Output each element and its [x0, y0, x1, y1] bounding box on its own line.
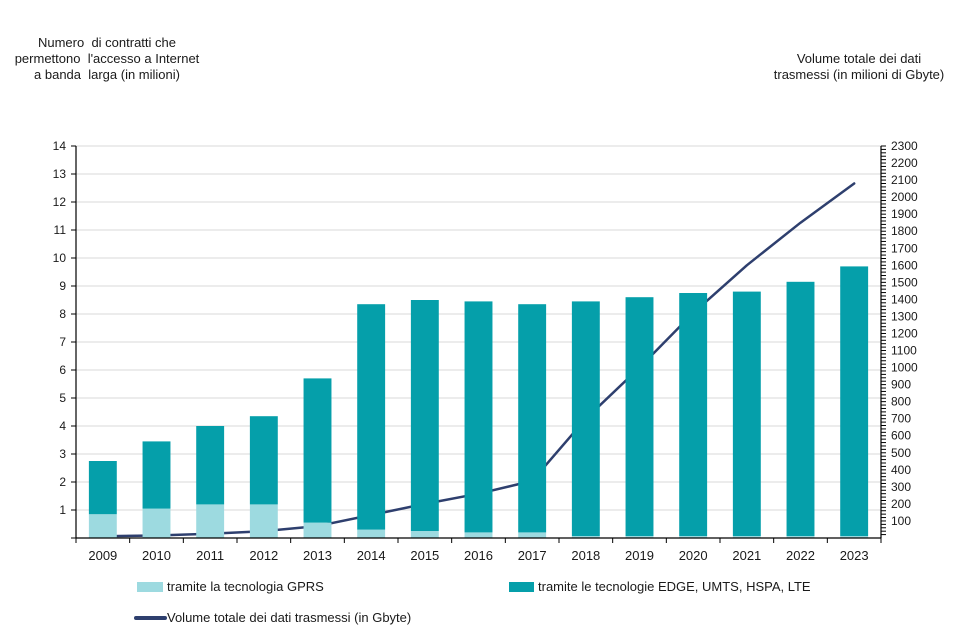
svg-text:6: 6	[59, 363, 66, 377]
svg-text:14: 14	[53, 139, 67, 153]
svg-text:3: 3	[59, 447, 66, 461]
svg-text:1100: 1100	[891, 344, 917, 358]
svg-text:2020: 2020	[679, 548, 708, 563]
svg-text:1600: 1600	[891, 258, 918, 272]
svg-text:2100: 2100	[891, 173, 918, 187]
svg-text:2021: 2021	[732, 548, 761, 563]
svg-text:2023: 2023	[840, 548, 869, 563]
svg-text:trasmessi (in milioni di Gbyte: trasmessi (in milioni di Gbyte)	[774, 67, 945, 82]
svg-text:2011: 2011	[196, 548, 224, 563]
svg-text:2014: 2014	[357, 548, 386, 563]
svg-text:1300: 1300	[891, 309, 918, 323]
svg-text:800: 800	[891, 395, 911, 409]
svg-text:2300: 2300	[891, 139, 918, 153]
svg-text:200: 200	[891, 497, 911, 511]
svg-text:900: 900	[891, 378, 911, 392]
svg-text:5: 5	[59, 391, 66, 405]
svg-text:1900: 1900	[891, 207, 918, 221]
svg-text:1200: 1200	[891, 326, 918, 340]
svg-text:tramite le tecnologie EDGE, UM: tramite le tecnologie EDGE, UMTS, HSPA, …	[538, 579, 811, 594]
svg-text:1700: 1700	[891, 241, 918, 255]
svg-text:a banda larga (in milioni): a banda larga (in milioni)	[34, 67, 180, 82]
svg-text:1: 1	[59, 503, 66, 517]
svg-text:1000: 1000	[891, 361, 918, 375]
svg-text:2009: 2009	[88, 548, 117, 563]
svg-text:2017: 2017	[518, 548, 547, 563]
svg-text:2013: 2013	[303, 548, 332, 563]
svg-text:700: 700	[891, 412, 911, 426]
svg-text:2016: 2016	[464, 548, 493, 563]
svg-text:13: 13	[53, 167, 67, 181]
svg-text:2022: 2022	[786, 548, 815, 563]
svg-text:2010: 2010	[142, 548, 171, 563]
svg-text:2018: 2018	[571, 548, 600, 563]
svg-text:7: 7	[59, 335, 66, 349]
svg-text:Volume totale dei dati trasmes: Volume totale dei dati trasmessi (in Gby…	[167, 610, 411, 625]
svg-text:2: 2	[59, 475, 66, 489]
svg-text:9: 9	[59, 279, 66, 293]
svg-text:1500: 1500	[891, 275, 918, 289]
svg-text:12: 12	[53, 195, 67, 209]
svg-text:tramite la tecnologia GPRS: tramite la tecnologia GPRS	[167, 579, 324, 594]
svg-text:11: 11	[54, 223, 67, 237]
svg-text:500: 500	[891, 446, 911, 460]
svg-text:1800: 1800	[891, 224, 918, 238]
svg-text:Volume totale dei dati: Volume totale dei dati	[797, 51, 921, 66]
svg-text:400: 400	[891, 463, 911, 477]
svg-text:8: 8	[59, 307, 66, 321]
svg-text:300: 300	[891, 480, 911, 494]
svg-text:100: 100	[891, 514, 911, 528]
svg-text:10: 10	[53, 251, 67, 265]
svg-text:2015: 2015	[410, 548, 439, 563]
svg-text:600: 600	[891, 429, 911, 443]
svg-text:Numero di contratti che: Numero di contratti che	[38, 35, 176, 50]
svg-text:4: 4	[59, 419, 66, 433]
svg-text:2019: 2019	[625, 548, 654, 563]
svg-text:2200: 2200	[891, 156, 918, 170]
svg-text:1400: 1400	[891, 292, 918, 306]
svg-text:permettono l'accesso a Intern: permettono l'accesso a Internet	[15, 51, 200, 66]
svg-text:2000: 2000	[891, 190, 918, 204]
svg-text:2012: 2012	[249, 548, 278, 563]
